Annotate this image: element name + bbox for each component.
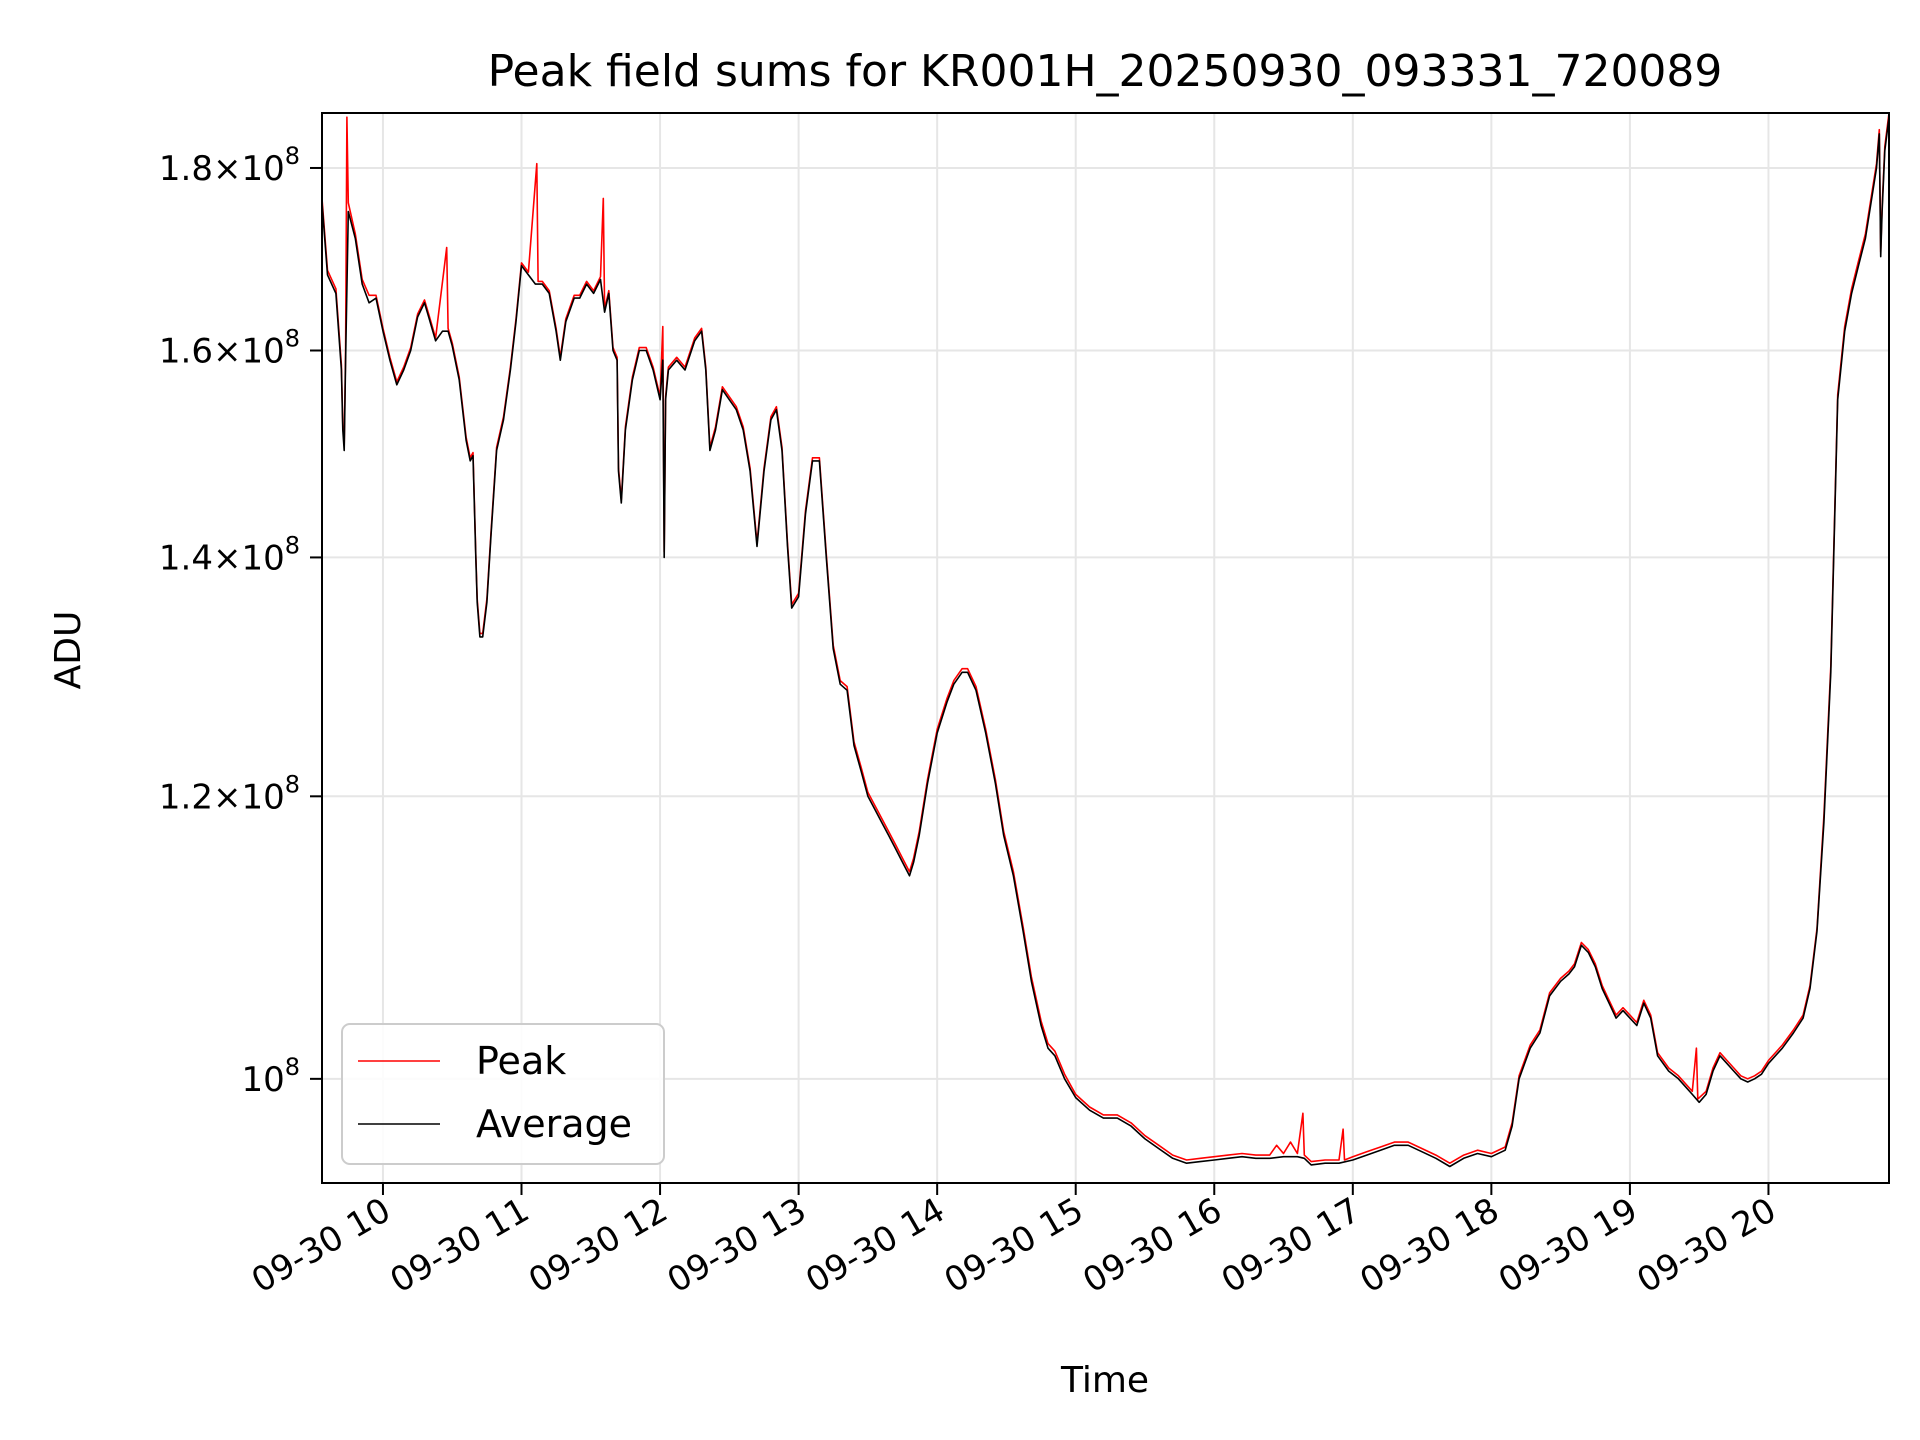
y-tick-label: 1.6×108: [159, 324, 300, 371]
legend-box: [341, 1023, 665, 1165]
y-tick-label: 1.8×108: [159, 142, 300, 189]
series-line-average: [321, 117, 1890, 1168]
legend: Peak Average: [341, 1023, 665, 1165]
y-tick-label: 1.4×108: [159, 531, 300, 578]
legend-label-peak: Peak: [476, 1039, 566, 1083]
y-tick-label: 1.2×108: [159, 770, 300, 817]
x-axis-label: Time: [1060, 1360, 1149, 1401]
y-axis-label: ADU: [48, 611, 89, 690]
legend-label-average: Average: [476, 1102, 632, 1146]
series-layer: [321, 112, 1890, 1168]
plot-frame: [321, 112, 1890, 1184]
grid: [322, 113, 1889, 1183]
chart-title: Peak field sums for KR001H_20250930_0933…: [488, 46, 1723, 97]
